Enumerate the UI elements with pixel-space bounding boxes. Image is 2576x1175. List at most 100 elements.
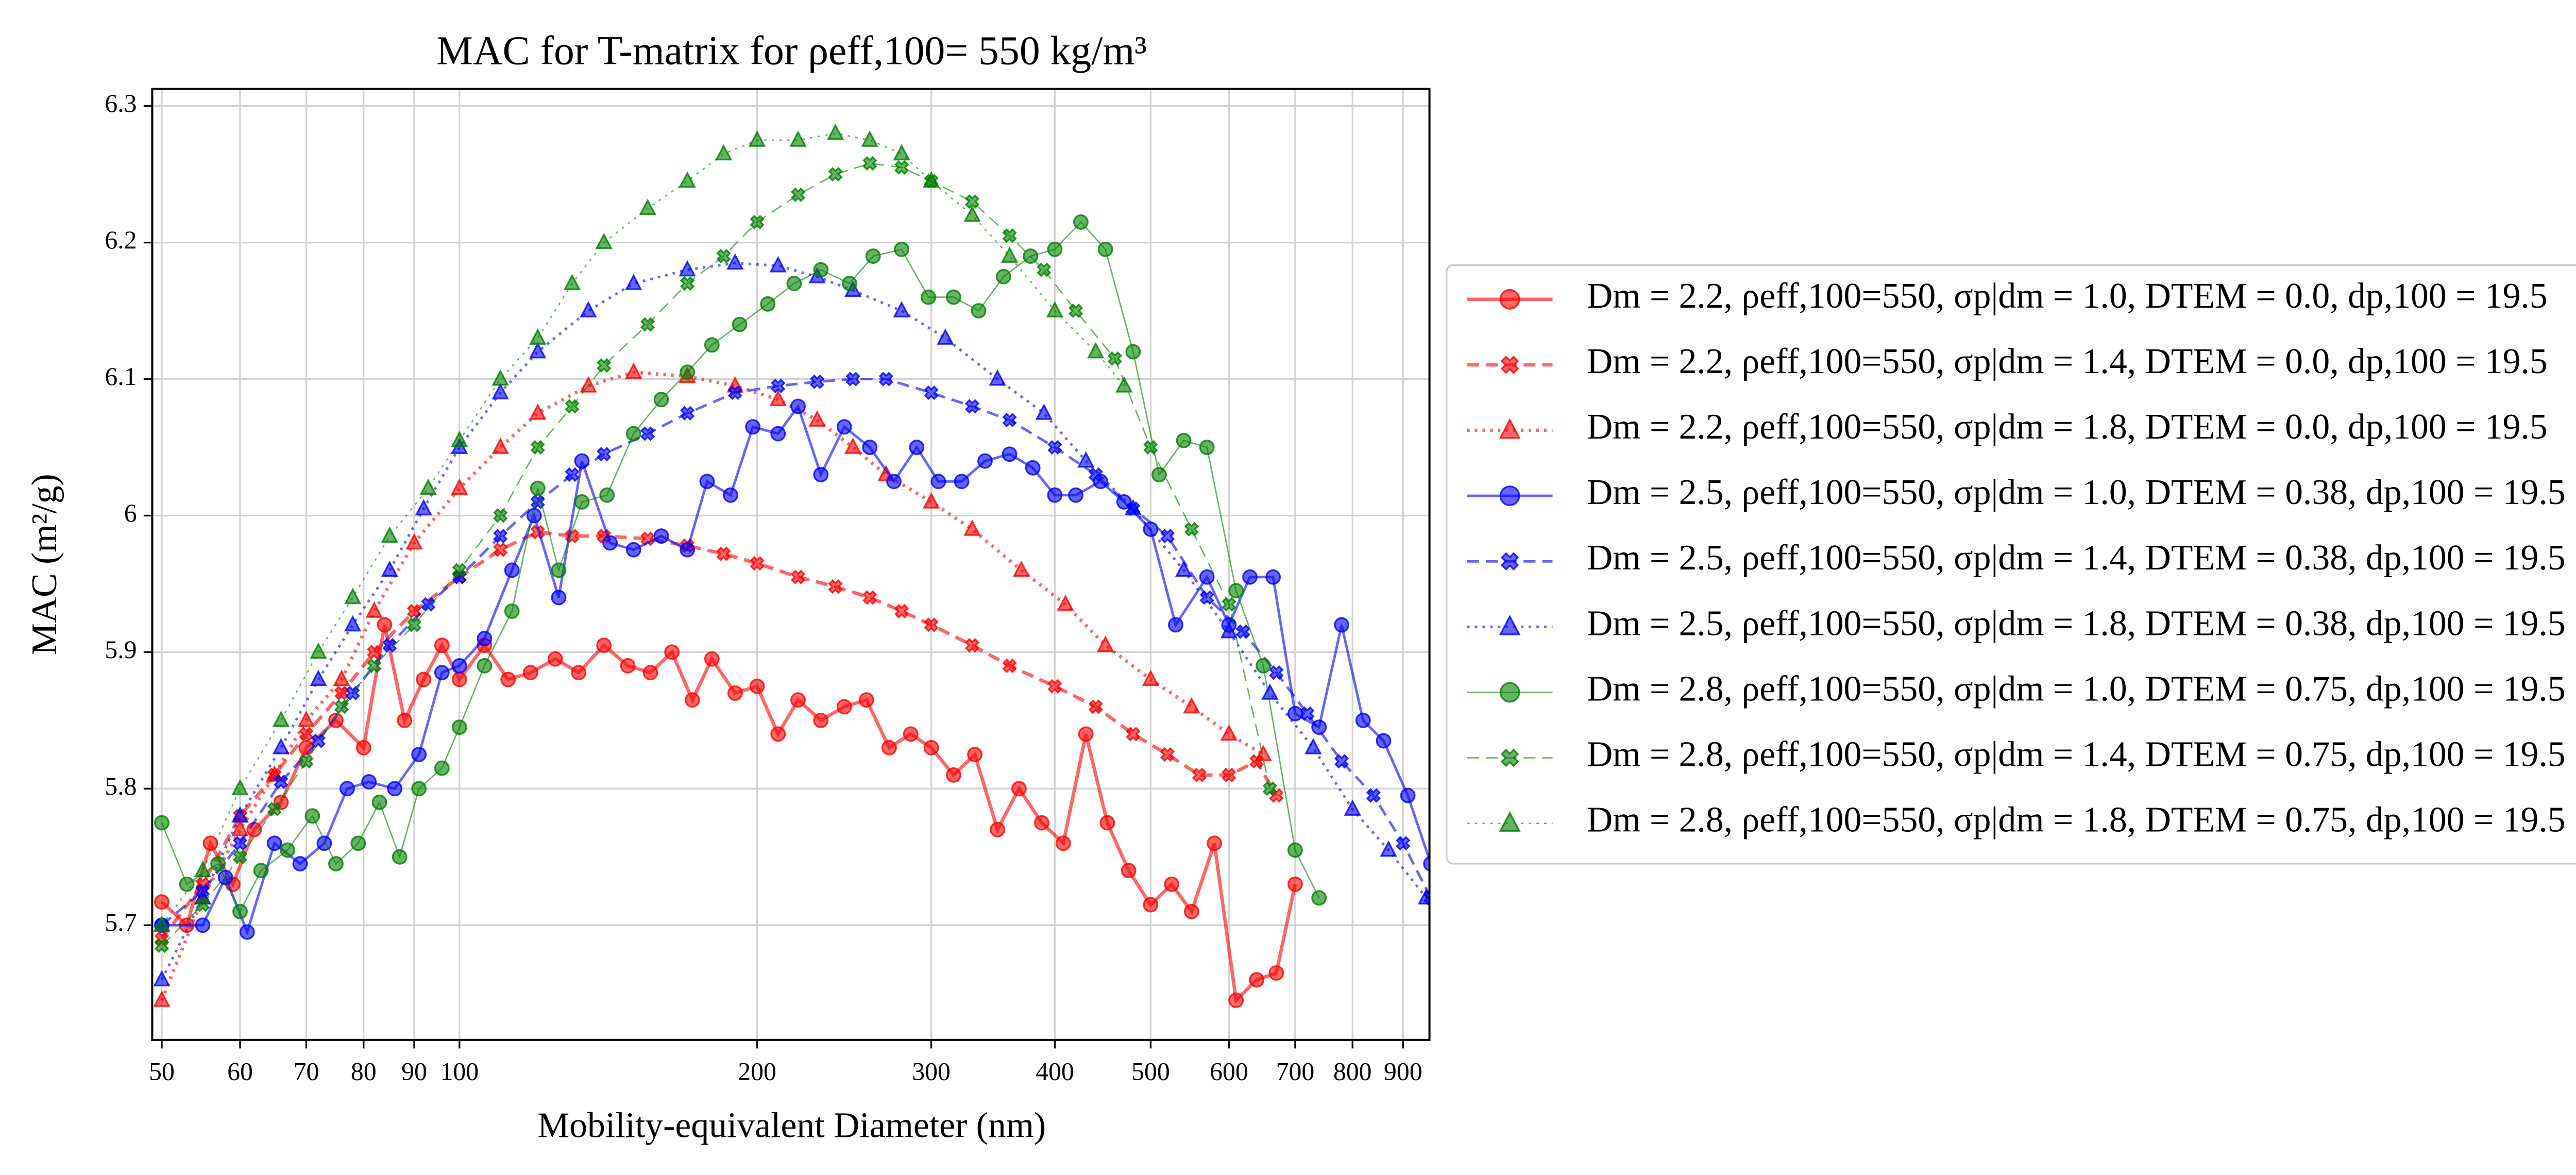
marker — [434, 665, 450, 681]
marker — [1088, 467, 1104, 482]
marker — [1499, 614, 1521, 635]
marker — [1376, 733, 1392, 749]
marker — [732, 316, 748, 332]
marker — [964, 637, 980, 653]
marker — [639, 198, 656, 215]
marker — [1125, 344, 1141, 360]
x-tick-label: 300 — [912, 1058, 951, 1086]
marker — [1124, 499, 1142, 516]
marker — [750, 556, 765, 571]
marker — [392, 849, 408, 865]
marker — [596, 637, 612, 653]
marker — [865, 248, 881, 264]
marker — [1002, 412, 1017, 428]
marker — [316, 835, 332, 851]
marker — [297, 710, 315, 727]
marker — [153, 970, 171, 987]
marker — [640, 317, 655, 332]
marker — [841, 276, 857, 292]
marker — [371, 794, 387, 810]
marker — [750, 214, 765, 230]
marker — [328, 856, 344, 871]
legend-label: Dm = 2.5, ρeff,100=550, σp|dm = 1.8, DTE… — [1587, 603, 2566, 643]
marker — [937, 328, 954, 345]
legend-label: Dm = 2.5, ρeff,100=550, σp|dm = 1.4, DTE… — [1587, 538, 2566, 578]
marker — [789, 130, 807, 147]
marker — [886, 474, 902, 490]
marker — [1047, 679, 1062, 694]
marker — [770, 426, 786, 442]
marker — [563, 274, 581, 290]
marker — [304, 808, 320, 824]
legend-label: Dm = 2.8, ρeff,100=550, σp|dm = 1.8, DTE… — [1587, 800, 2566, 840]
marker — [836, 419, 852, 435]
y-tick-label: 5.7 — [105, 909, 137, 937]
x-tick-label: 90 — [401, 1058, 427, 1086]
marker — [1287, 842, 1303, 858]
marker — [1235, 624, 1250, 639]
marker — [421, 597, 436, 612]
marker — [1183, 903, 1199, 919]
marker — [451, 672, 467, 687]
marker — [1220, 622, 1238, 639]
marker — [345, 685, 360, 701]
marker — [367, 645, 382, 660]
marker — [923, 740, 939, 756]
marker — [881, 740, 897, 756]
marker — [1068, 487, 1084, 503]
marker — [745, 419, 761, 435]
plot-area — [153, 123, 1430, 1008]
marker — [232, 903, 248, 919]
marker — [1355, 712, 1371, 728]
marker — [1099, 815, 1115, 831]
marker — [862, 440, 878, 455]
marker — [1143, 440, 1158, 455]
marker — [1001, 246, 1019, 263]
marker — [945, 289, 961, 305]
marker — [406, 617, 422, 632]
marker — [272, 737, 290, 754]
marker — [894, 160, 909, 175]
marker — [1499, 418, 1521, 439]
marker — [310, 669, 327, 686]
marker — [195, 917, 211, 933]
marker — [350, 835, 366, 851]
marker — [813, 262, 829, 278]
marker — [769, 256, 787, 273]
marker — [625, 362, 642, 379]
marker — [704, 337, 720, 353]
marker — [365, 601, 383, 618]
marker — [1380, 840, 1397, 857]
marker — [964, 399, 980, 414]
marker — [1344, 799, 1361, 816]
marker — [826, 123, 844, 140]
marker — [893, 301, 910, 317]
marker — [813, 712, 829, 728]
series-line — [160, 624, 1297, 1004]
marker — [451, 478, 468, 495]
marker — [397, 712, 413, 728]
marker — [328, 712, 344, 728]
marker — [381, 560, 399, 577]
marker — [1164, 876, 1180, 892]
marker — [963, 519, 981, 536]
marker — [1168, 617, 1183, 633]
marker — [311, 733, 326, 748]
marker — [1077, 451, 1095, 468]
marker — [530, 480, 546, 496]
marker — [382, 637, 397, 653]
marker — [580, 301, 597, 317]
marker — [909, 440, 925, 455]
legend-label: Dm = 2.5, ρeff,100=550, σp|dm = 1.0, DTE… — [1587, 473, 2566, 512]
marker — [530, 440, 545, 455]
marker — [195, 897, 210, 912]
marker — [1151, 467, 1167, 482]
marker — [1142, 669, 1160, 686]
marker — [716, 546, 731, 561]
marker — [1199, 440, 1215, 455]
marker — [253, 863, 269, 879]
marker — [492, 369, 509, 386]
marker — [924, 617, 939, 632]
marker — [1046, 301, 1064, 317]
legend-label: Dm = 2.8, ρeff,100=550, σp|dm = 1.4, DTE… — [1587, 735, 2566, 775]
